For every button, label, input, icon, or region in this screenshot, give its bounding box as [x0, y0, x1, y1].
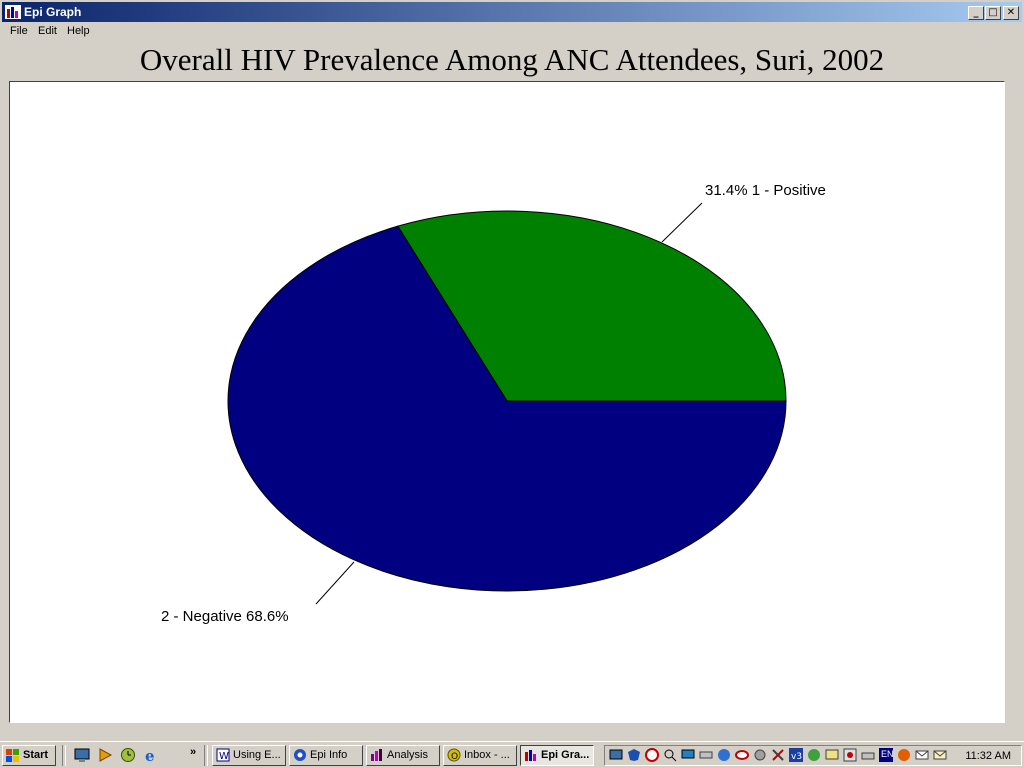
epi-graph-window: Epi Graph _ □ ✕ File Edit Help Overall H… [2, 2, 1022, 741]
title-bar[interactable]: Epi Graph _ □ ✕ [2, 2, 1022, 22]
svg-text:W: W [219, 751, 229, 762]
leader-line-negative [315, 561, 355, 605]
quick-launch-more[interactable]: » [190, 746, 197, 758]
antivirus-icon[interactable] [645, 748, 659, 762]
task-epi-graph[interactable]: Epi Gra... [520, 745, 594, 766]
pie-slice-negative [227, 225, 787, 592]
task-inbox[interactable]: O Inbox - ... [443, 745, 517, 766]
task-label: Epi Gra... [541, 749, 590, 761]
mail-icon[interactable] [915, 748, 929, 762]
disk-icon[interactable] [843, 748, 857, 762]
mail-icon[interactable] [933, 748, 947, 762]
clock-app-icon[interactable] [120, 747, 136, 763]
language-label: EN [881, 749, 894, 759]
task-analysis[interactable]: Analysis [366, 745, 440, 766]
printer-icon[interactable] [861, 748, 875, 762]
slice-label-positive: 31.4% 1 - Positive [705, 182, 826, 199]
media-player-icon[interactable] [97, 747, 113, 763]
internet-explorer-icon[interactable]: e [143, 747, 159, 763]
start-button[interactable]: Start [2, 745, 56, 766]
system-tray: v3 EN 11:32 AM [604, 745, 1022, 766]
svg-text:e: e [145, 747, 155, 763]
minimize-button[interactable]: _ [968, 6, 984, 20]
tools-icon[interactable] [771, 748, 785, 762]
clock: 11:32 AM [965, 750, 1011, 762]
task-label: Epi Info [310, 749, 348, 761]
svg-text:v3: v3 [791, 752, 802, 762]
firefox-icon[interactable] [897, 748, 911, 762]
epi-info-icon [294, 749, 306, 761]
menu-bar: File Edit Help [2, 23, 1022, 41]
menu-file[interactable]: File [10, 25, 28, 37]
pie-slice-positive [397, 210, 787, 402]
menu-help[interactable]: Help [67, 25, 90, 37]
desktop-icon[interactable] [74, 747, 90, 763]
task-epi-info[interactable]: Epi Info [289, 745, 363, 766]
taskbar-separator [62, 745, 66, 766]
eye-icon[interactable] [735, 748, 749, 762]
vpn-icon[interactable]: v3 [789, 748, 803, 762]
settings-icon[interactable] [753, 748, 767, 762]
epi-graph-app-icon [5, 5, 21, 19]
taskbar-separator [204, 745, 208, 766]
security-shield-icon[interactable] [627, 748, 641, 762]
menu-edit[interactable]: Edit [38, 25, 57, 37]
task-label: Inbox - ... [464, 749, 510, 761]
close-button[interactable]: ✕ [1003, 6, 1019, 20]
leader-line-positive [661, 202, 703, 243]
maximize-button[interactable]: □ [985, 6, 1001, 20]
info-icon[interactable] [717, 748, 731, 762]
search-icon[interactable] [663, 748, 677, 762]
svg-text:O: O [451, 752, 458, 762]
task-label: Analysis [387, 749, 428, 761]
analysis-icon [371, 749, 382, 761]
word-icon: W [216, 748, 230, 762]
windows-logo-icon [6, 749, 19, 762]
language-icon[interactable] [879, 748, 893, 762]
window-title: Epi Graph [24, 5, 82, 19]
taskbar: Start e » W Using E... Epi Info Analysis… [0, 741, 1024, 768]
right-panel-strip [1006, 41, 1022, 741]
task-label: Using E... [233, 749, 281, 761]
messenger-icon[interactable] [807, 748, 821, 762]
chart-area: 31.4% 1 - Positive 2 - Negative 68.6% [9, 81, 1005, 723]
network-icon[interactable] [609, 748, 623, 762]
keyboard-icon[interactable] [699, 748, 713, 762]
outlook-icon: O [447, 748, 461, 762]
epi-graph-icon [525, 750, 536, 761]
start-label: Start [23, 749, 49, 761]
display-icon[interactable] [681, 748, 695, 762]
monitor-icon[interactable] [825, 748, 839, 762]
chart-title: Overall HIV Prevalence Among ANC Attende… [139, 42, 885, 77]
task-using-epi[interactable]: W Using E... [212, 745, 286, 766]
slice-label-negative: 2 - Negative 68.6% [161, 608, 289, 625]
pie-chart: 31.4% 1 - Positive 2 - Negative 68.6% [161, 182, 826, 625]
